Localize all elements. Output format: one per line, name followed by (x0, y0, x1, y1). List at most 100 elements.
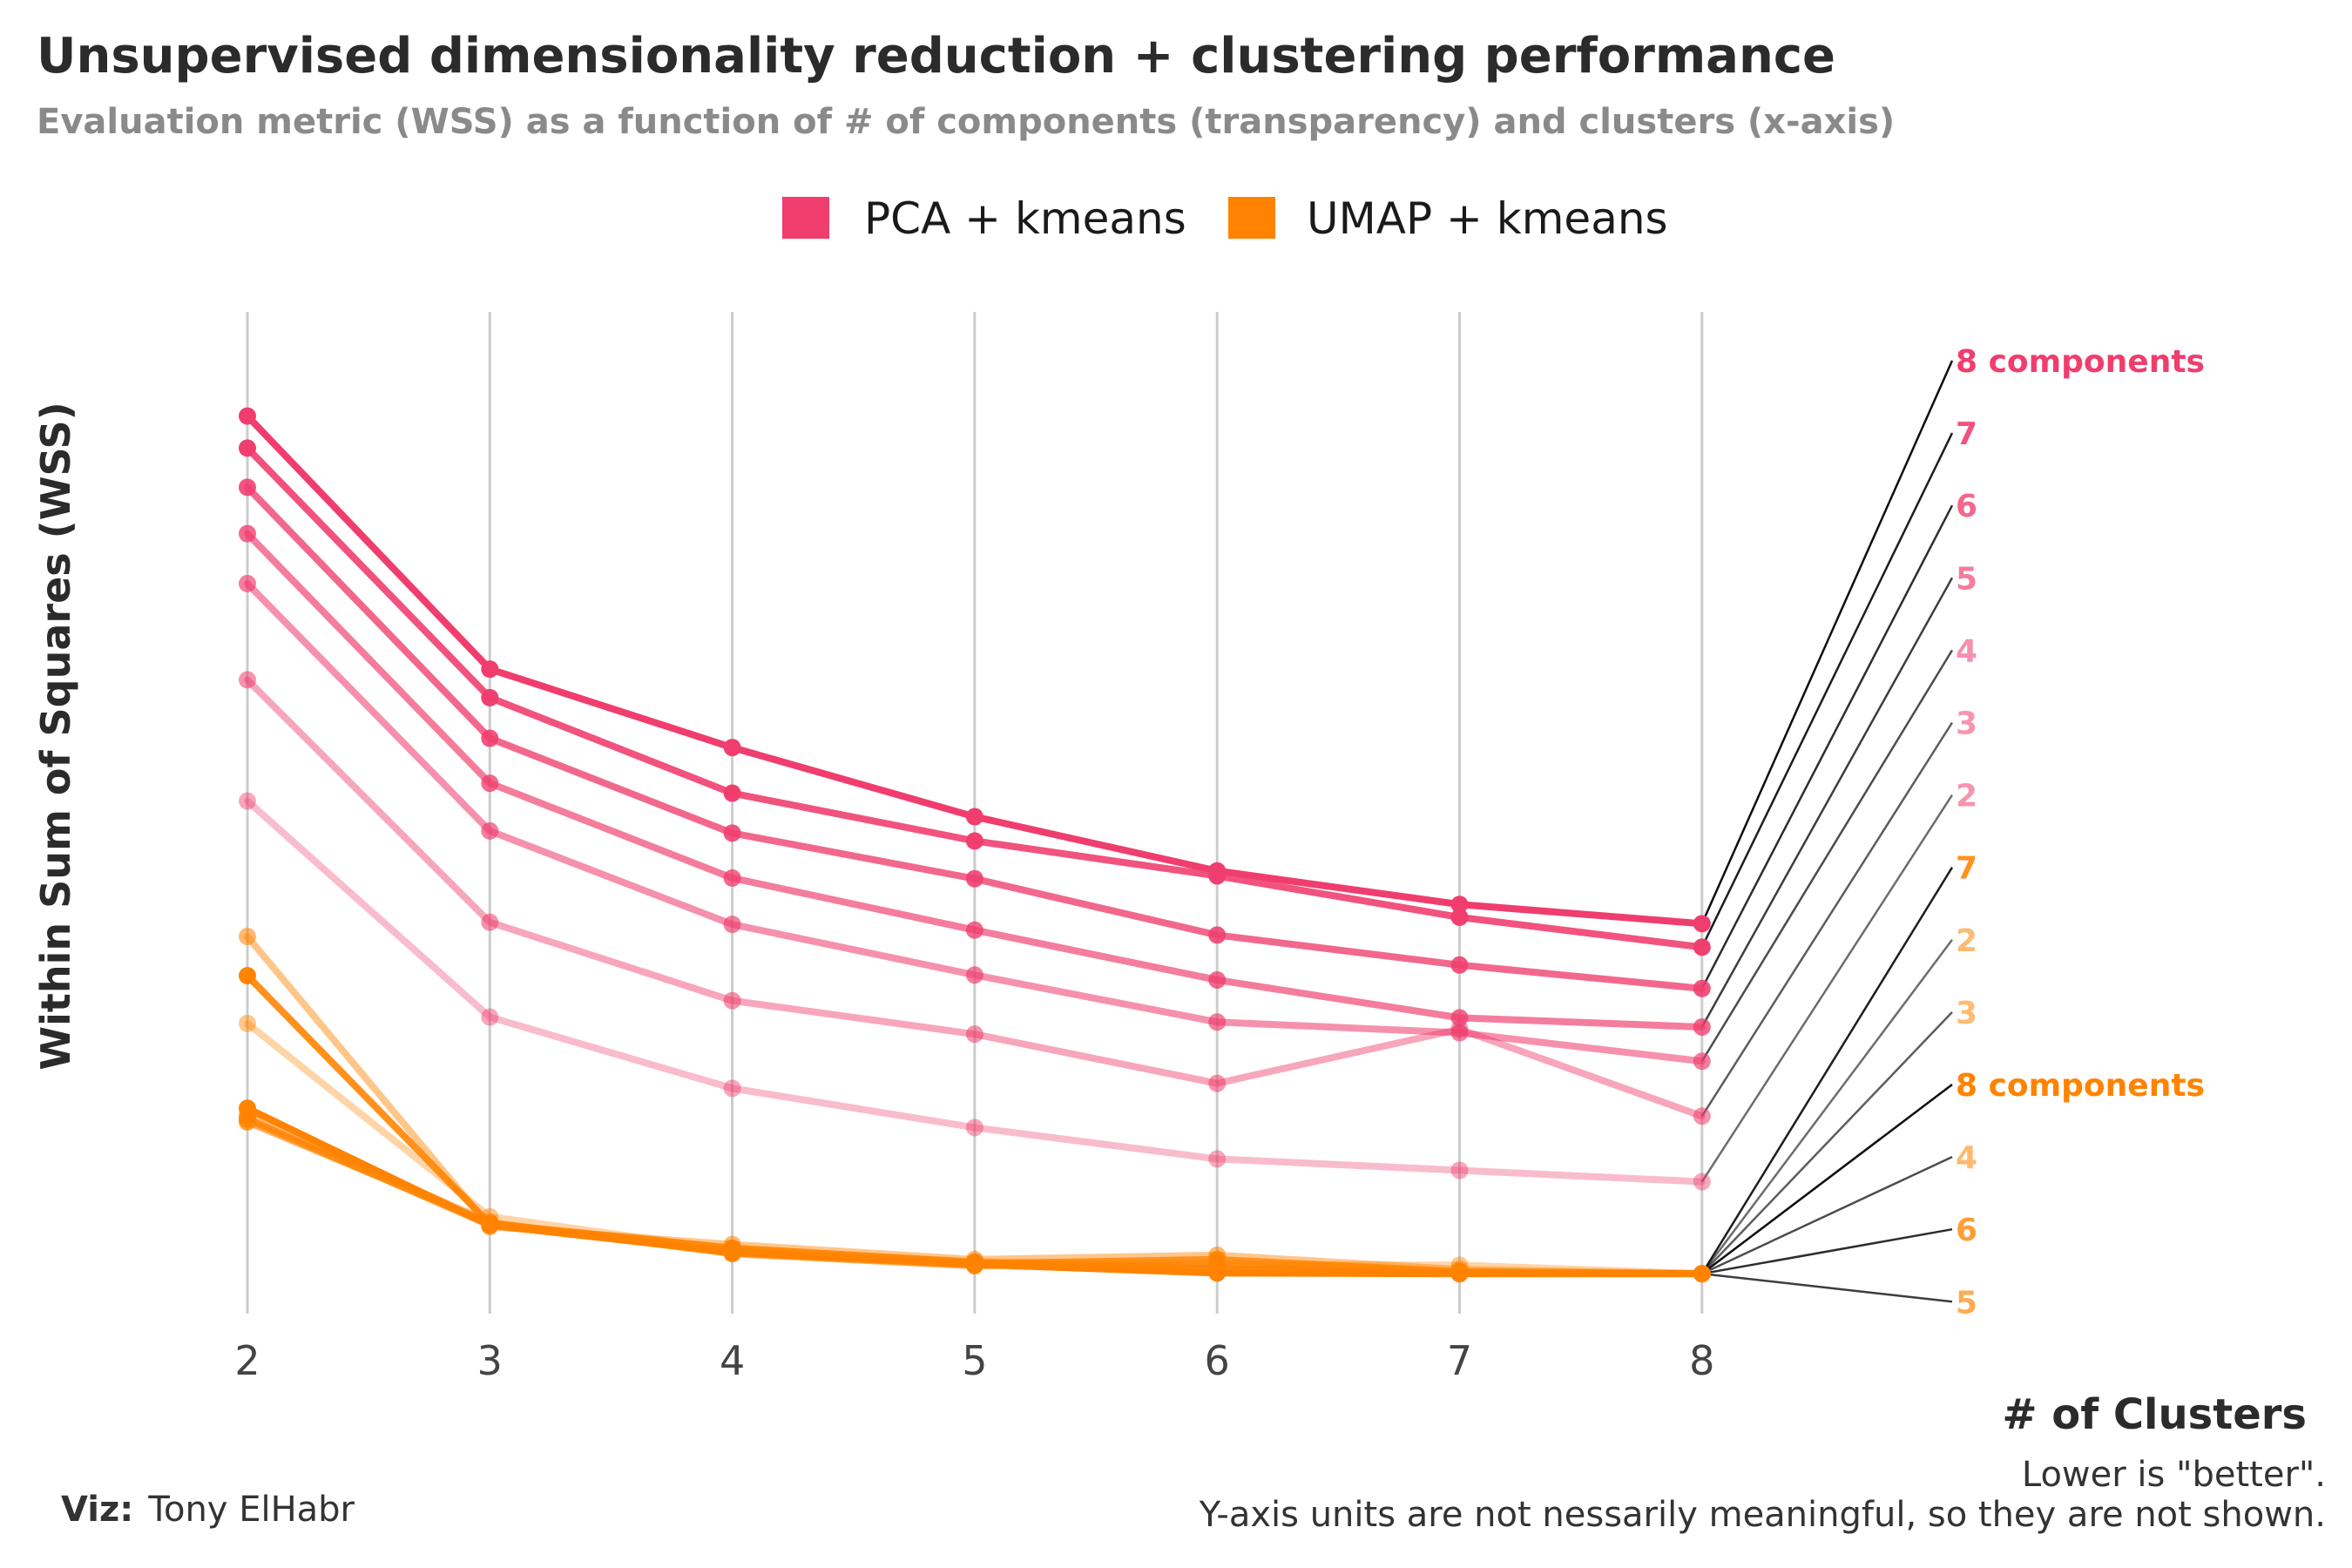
point-pca-3-x2 (239, 671, 256, 689)
point-pca-6-x7 (1450, 956, 1469, 974)
point-pca-2-x7 (1450, 1161, 1469, 1179)
point-pca-8-x8 (1693, 915, 1711, 933)
connector-umap-7 (1700, 867, 1954, 1274)
point-umap-8-x4 (723, 1243, 741, 1261)
point-pca-8-x5 (965, 808, 983, 826)
connector-umap-6 (1701, 1227, 1953, 1275)
connector-umap-2 (1700, 939, 1954, 1274)
point-umap-8-x6 (1208, 1264, 1227, 1282)
y-axis-label: Within Sum of Squares (WSS) (32, 402, 79, 1070)
end-labels: 8 components 7 6 5 4 3 2 7 2 3 8 components 4 6 5 (1956, 344, 2205, 1321)
x-axis-label: # of Clusters (2002, 1390, 2307, 1439)
point-pca-6-x2 (239, 478, 256, 497)
end-label-pca-6: 6 (1956, 489, 1977, 524)
point-pca-7-x4 (723, 784, 741, 802)
end-label-umap-4: 4 (1956, 1140, 1977, 1176)
point-pca-3-x4 (723, 991, 741, 1010)
point-pca-3-x5 (965, 1025, 983, 1044)
point-pca-6-x8 (1693, 979, 1711, 997)
point-pca-2-x3 (481, 1008, 499, 1026)
point-pca-6-x3 (481, 729, 499, 747)
connector-umap-4 (1701, 1155, 1953, 1275)
point-pca-4-x7 (1450, 1024, 1469, 1042)
legend: PCA + kmeans UMAP + kmeans (782, 193, 1668, 244)
point-pca-5-x4 (723, 868, 741, 887)
point-pca-7-x8 (1693, 938, 1711, 956)
point-pca-6-x5 (965, 869, 983, 888)
end-label-umap-5: 5 (1956, 1285, 1977, 1321)
end-label-pca-8: 8 components (1956, 344, 2205, 380)
legend-swatch-umap (1228, 197, 1275, 239)
point-pca-7-x2 (239, 439, 256, 457)
point-pca-4-x5 (965, 966, 983, 984)
point-pca-2-x8 (1693, 1173, 1711, 1191)
end-label-pca-7: 7 (1956, 416, 1977, 452)
point-umap-3-x2 (239, 928, 256, 946)
point-umap-8-x3 (481, 1216, 499, 1234)
point-pca-7-x5 (965, 832, 983, 850)
connector-pca-7 (1700, 432, 1954, 948)
legend-label-pca: PCA + kmeans (864, 193, 1186, 244)
point-umap-2-x2 (239, 1014, 256, 1032)
point-pca-5-x3 (481, 774, 499, 793)
legend-label-umap: UMAP + kmeans (1307, 193, 1668, 244)
point-pca-2-x6 (1208, 1150, 1227, 1168)
point-pca-4-x6 (1208, 1013, 1227, 1031)
x-tick-2: 2 (234, 1337, 260, 1384)
point-pca-5-x2 (239, 524, 256, 543)
point-umap-7-x2 (239, 967, 256, 985)
point-pca-2-x4 (723, 1079, 741, 1098)
point-pca-7-x7 (1450, 908, 1469, 926)
point-pca-2-x5 (965, 1119, 983, 1137)
series-line-pca-2 (244, 797, 1706, 1186)
connector-pca-5 (1700, 577, 1954, 1028)
point-umap-8-x2 (239, 1099, 256, 1118)
x-tick-8: 8 (1689, 1337, 1714, 1384)
point-pca-3-x8 (1693, 1107, 1711, 1125)
connector-pca-4 (1700, 649, 1954, 1062)
point-pca-5-x8 (1693, 1017, 1711, 1036)
chart-subtitle: Evaluation metric (WSS) as a function of… (37, 102, 1895, 142)
point-pca-6-x4 (723, 824, 741, 842)
end-label-pca-2: 2 (1956, 779, 1977, 814)
point-pca-4-x8 (1693, 1052, 1711, 1071)
chart-title: Unsupervised dimensionality reduction + … (37, 28, 1835, 84)
connector-umap-3 (1700, 1011, 1953, 1275)
connector-pca-8 (1700, 360, 1954, 924)
point-pca-5-x5 (965, 921, 983, 939)
point-pca-4-x4 (723, 916, 741, 934)
point-pca-6-x6 (1208, 926, 1227, 944)
point-umap-8-x5 (965, 1255, 983, 1274)
x-tick-6: 6 (1205, 1337, 1230, 1384)
connector-pca-2 (1700, 794, 1954, 1183)
viz-credit-author: Tony ElHabr (147, 1490, 355, 1530)
end-label-umap-7: 7 (1956, 851, 1977, 887)
point-pca-3-x6 (1208, 1074, 1227, 1092)
legend-swatch-pca (782, 197, 829, 239)
point-pca-8-x2 (239, 407, 256, 425)
viz-credit-label: Viz: (61, 1490, 133, 1530)
end-label-pca-4: 4 (1956, 633, 1977, 669)
connector-umap-5 (1701, 1272, 1953, 1303)
point-pca-4-x3 (481, 821, 499, 840)
x-tick-labels: 2 3 4 5 6 7 8 (234, 1337, 1714, 1384)
end-label-connectors (1700, 360, 1954, 1303)
point-pca-8-x6 (1208, 862, 1227, 880)
end-label-pca-3: 3 (1956, 706, 1977, 742)
caption-note-line1: Lower is "better". (2022, 1455, 2326, 1495)
end-label-umap-2: 2 (1956, 923, 1977, 959)
connector-umap-8 (1701, 1084, 1953, 1275)
point-pca-5-x6 (1208, 970, 1227, 989)
end-label-pca-5: 5 (1956, 561, 1977, 597)
x-tick-7: 7 (1447, 1337, 1472, 1384)
viz-credit: Viz: Tony ElHabr (61, 1490, 355, 1530)
point-pca-5-x7 (1450, 1009, 1469, 1027)
point-pca-3-x3 (481, 913, 499, 931)
x-gridlines (246, 312, 1704, 1314)
series-lines (239, 407, 1711, 1283)
end-label-umap-8: 8 components (1956, 1068, 2205, 1104)
point-pca-8-x7 (1450, 896, 1469, 914)
end-label-umap-6: 6 (1956, 1213, 1977, 1248)
point-umap-8-x7 (1450, 1265, 1469, 1283)
